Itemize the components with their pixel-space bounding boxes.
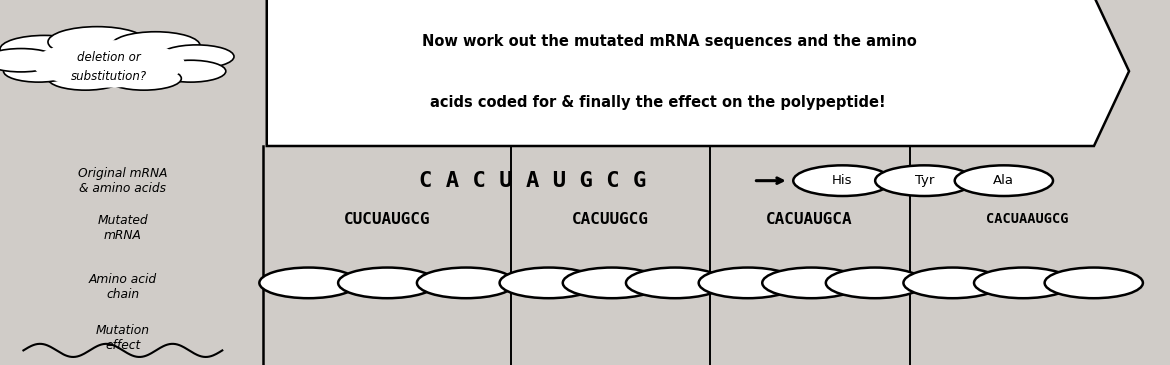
Circle shape [875, 165, 973, 196]
Circle shape [763, 268, 860, 298]
Text: CACUAUGCA: CACUAUGCA [766, 211, 853, 227]
Circle shape [48, 27, 146, 57]
Circle shape [48, 67, 123, 90]
Circle shape [260, 268, 358, 298]
Circle shape [417, 268, 515, 298]
Circle shape [826, 268, 924, 298]
Circle shape [338, 268, 436, 298]
Text: substitution?: substitution? [70, 70, 147, 83]
Text: C A C U A U G C G: C A C U A U G C G [419, 171, 646, 191]
Circle shape [0, 35, 89, 63]
Circle shape [793, 165, 892, 196]
Circle shape [33, 40, 185, 88]
Text: CUCUAUGCG: CUCUAUGCG [344, 211, 431, 227]
Text: Tyr: Tyr [915, 174, 934, 187]
Text: Now work out the mutated mRNA sequences and the amino: Now work out the mutated mRNA sequences … [422, 34, 916, 50]
Circle shape [0, 49, 58, 72]
Text: Ala: Ala [993, 174, 1014, 187]
Text: Original mRNA
& amino acids: Original mRNA & amino acids [78, 167, 167, 195]
Circle shape [111, 32, 200, 59]
Circle shape [4, 60, 74, 82]
Circle shape [1045, 268, 1143, 298]
Circle shape [563, 268, 661, 298]
Circle shape [500, 268, 598, 298]
Text: His: His [832, 174, 853, 187]
Text: acids coded for & finally the effect on the polypeptide!: acids coded for & finally the effect on … [429, 95, 886, 110]
Text: deletion or: deletion or [77, 51, 140, 64]
Polygon shape [267, 0, 1129, 146]
Circle shape [698, 268, 797, 298]
Circle shape [903, 268, 1002, 298]
Circle shape [106, 67, 181, 90]
Text: Amino acid
chain: Amino acid chain [89, 273, 157, 300]
Text: CACUAAUGCG: CACUAAUGCG [986, 212, 1068, 226]
Circle shape [975, 268, 1073, 298]
Circle shape [159, 45, 234, 68]
Circle shape [955, 165, 1053, 196]
Text: CACUUGCG: CACUUGCG [572, 211, 649, 227]
Circle shape [626, 268, 724, 298]
Text: Mutation
effect: Mutation effect [96, 324, 150, 351]
Circle shape [156, 60, 226, 82]
Text: Mutated
mRNA: Mutated mRNA [97, 214, 149, 242]
